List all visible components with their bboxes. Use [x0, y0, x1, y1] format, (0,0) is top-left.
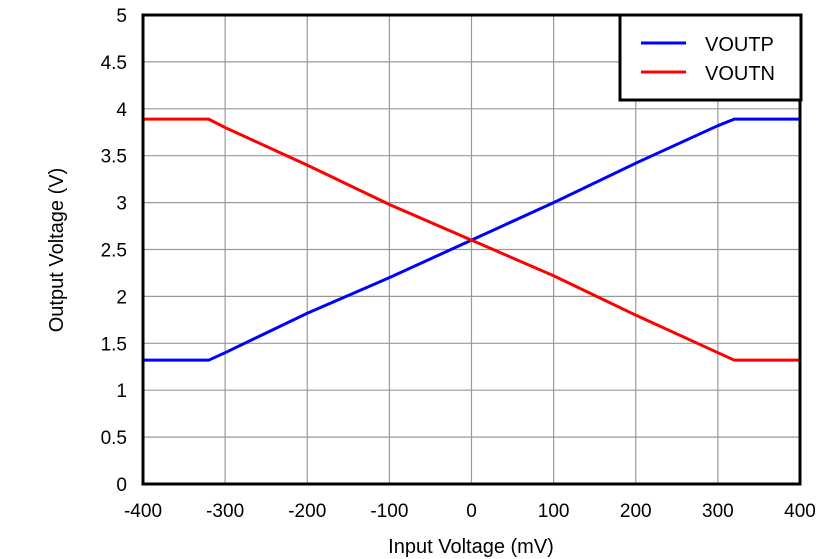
x-tick-label: 400: [784, 501, 816, 522]
y-tick-label: 1.5: [101, 334, 127, 355]
x-axis-ticks: -400 -300 -200 -100 0 100 200 300 400: [124, 501, 816, 522]
data-series: [143, 117, 800, 362]
y-tick-label: 1: [116, 381, 127, 402]
y-tick-label: 4: [116, 100, 127, 121]
x-tick-label: 100: [538, 501, 570, 522]
x-tick-label: -100: [370, 501, 408, 522]
series-line-voutn: [143, 117, 800, 362]
legend-box: [618, 13, 803, 102]
y-tick-label: 2.5: [101, 241, 127, 262]
legend-label-voutn: VOUTN: [705, 63, 775, 85]
y-tick-label: 3: [116, 194, 127, 215]
y-tick-label: 5: [116, 6, 127, 27]
y-axis-ticks: 0 0.5 1 1.5 2 2.5 3 3.5 4 4.5 5: [101, 6, 128, 496]
x-tick-label: 300: [702, 501, 734, 522]
x-tick-label: -400: [124, 501, 162, 522]
x-axis-label: Input Voltage (mV): [388, 536, 554, 558]
x-tick-label: -200: [288, 501, 326, 522]
x-tick-label: 200: [620, 501, 652, 522]
gridlines: [142, 14, 801, 485]
plot-frame: [141, 13, 802, 486]
y-tick-label: 0: [116, 475, 127, 496]
y-tick-label: 0.5: [101, 428, 127, 449]
legend-label-voutp: VOUTP: [705, 34, 774, 56]
y-tick-label: 3.5: [101, 147, 127, 168]
legend: VOUTP VOUTN: [618, 13, 803, 102]
x-tick-label: -300: [206, 501, 244, 522]
y-tick-label: 4.5: [101, 53, 127, 74]
y-axis-label: Output Voltage (V): [46, 168, 68, 333]
x-tick-label: 0: [466, 501, 477, 522]
y-tick-label: 2: [116, 287, 127, 308]
